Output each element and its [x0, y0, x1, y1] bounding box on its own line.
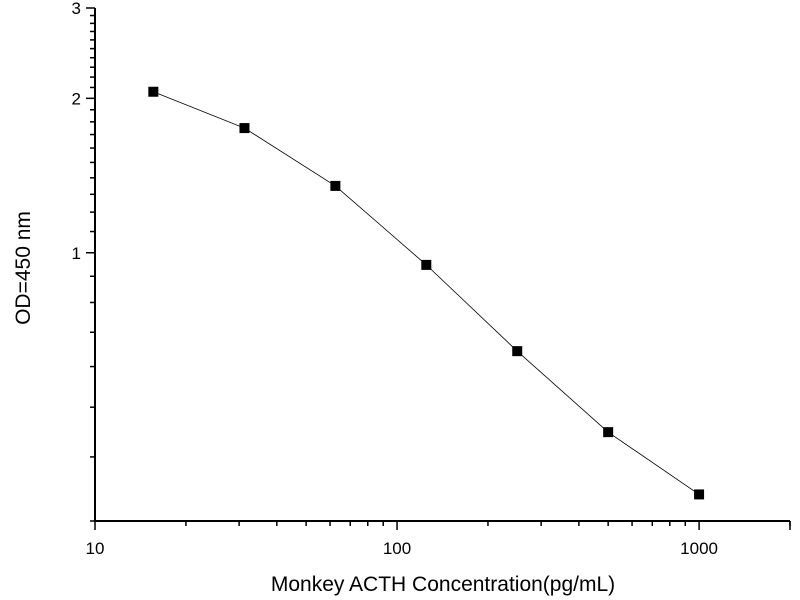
- data-point: [421, 259, 432, 270]
- data-point: [694, 489, 705, 500]
- data-point: [239, 123, 250, 134]
- y-tick-label: 2: [72, 89, 81, 108]
- y-tick-label: 3: [72, 0, 81, 18]
- data-point: [148, 86, 159, 97]
- data-point: [603, 427, 614, 438]
- y-axis-label: OD=450 nm: [12, 211, 35, 325]
- data-point: [512, 346, 523, 357]
- series-line: [153, 91, 700, 495]
- x-tick-label: 1000: [680, 539, 718, 558]
- y-tick-label: 1: [72, 244, 81, 263]
- x-axis-label: Monkey ACTH Concentration(pg/mL): [271, 573, 615, 596]
- x-tick-label: 100: [383, 539, 411, 558]
- series: [148, 86, 705, 500]
- ticks: 10 100 1000 1 2 3: [72, 0, 791, 558]
- data-point: [330, 180, 341, 191]
- axes: [94, 8, 790, 522]
- x-tick-label: 10: [86, 539, 105, 558]
